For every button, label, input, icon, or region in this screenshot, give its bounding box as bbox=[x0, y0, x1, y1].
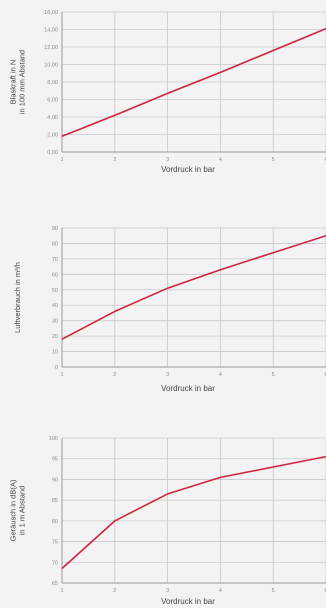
x-tick-label: 4 bbox=[219, 372, 222, 378]
y-tick-label: 8,00 bbox=[47, 80, 58, 86]
y-tick-label: 20 bbox=[52, 334, 58, 340]
y-tick-label: 2,00 bbox=[47, 133, 58, 139]
y-axis-label: Blaskraft in N bbox=[9, 60, 18, 105]
y-tick-label: 10 bbox=[52, 350, 58, 356]
y-tick-label: 65 bbox=[52, 581, 58, 587]
x-tick-label: 4 bbox=[219, 588, 222, 594]
x-axis-label: Vordruck in bar bbox=[161, 165, 215, 174]
x-tick-label: 3 bbox=[166, 157, 169, 163]
x-tick-label: 5 bbox=[272, 372, 275, 378]
y-tick-label: 80 bbox=[52, 519, 58, 525]
y-tick-label: 0 bbox=[55, 365, 58, 371]
y-axis-label: Geräusch in dB(A) bbox=[9, 479, 18, 541]
y-tick-label: 90 bbox=[52, 226, 58, 232]
x-tick-label: 2 bbox=[113, 372, 116, 378]
x-tick-label: 6 bbox=[324, 372, 326, 378]
x-tick-label: 3 bbox=[166, 588, 169, 594]
y-tick-label: 6,00 bbox=[47, 98, 58, 104]
y-tick-label: 40 bbox=[52, 303, 58, 309]
y-tick-label: 100 bbox=[49, 436, 58, 442]
y-tick-label: 60 bbox=[52, 272, 58, 278]
series-line bbox=[61, 455, 326, 570]
x-tick-label: 1 bbox=[60, 157, 63, 163]
chart-geraeusch: 65 70 75 80 85 90 95 100 1 2 3 4 5 6 Vordruck in bar Ge… bbox=[9, 436, 326, 606]
x-tick-label: 1 bbox=[60, 588, 63, 594]
y-tick-label: 80 bbox=[52, 241, 58, 247]
y-tick-label: 95 bbox=[52, 457, 58, 463]
y-tick-label: 70 bbox=[52, 560, 58, 566]
y-tick-label: 16,00 bbox=[44, 10, 58, 16]
y-tick-label: 12,00 bbox=[44, 45, 58, 51]
x-tick-label: 6 bbox=[324, 588, 326, 594]
x-axis-label: Vordruck in bar bbox=[161, 384, 215, 393]
x-tick-label: 2 bbox=[113, 588, 116, 594]
y-tick-label: 4,00 bbox=[47, 115, 58, 121]
y-axis-label: in 1 m Abstand bbox=[18, 486, 27, 536]
x-tick-label: 4 bbox=[219, 157, 222, 163]
y-tick-label: 30 bbox=[52, 319, 58, 325]
y-tick-label: 14,00 bbox=[44, 28, 58, 34]
y-tick-label: 0,00 bbox=[47, 150, 58, 156]
x-tick-label: 6 bbox=[324, 157, 326, 163]
y-tick-label: 50 bbox=[52, 288, 58, 294]
x-tick-label: 5 bbox=[272, 588, 275, 594]
y-tick-label: 75 bbox=[52, 540, 58, 546]
y-tick-label: 85 bbox=[52, 498, 58, 504]
x-tick-label: 3 bbox=[166, 372, 169, 378]
y-tick-label: 10,00 bbox=[44, 63, 58, 69]
x-tick-label: 2 bbox=[113, 157, 116, 163]
y-axis-label: Luftverbrauch in m³/h bbox=[13, 262, 22, 333]
series-line bbox=[61, 234, 326, 340]
x-tick-label: 1 bbox=[60, 372, 63, 378]
chart-luftverbrauch: 0 10 20 30 40 50 60 70 80 90 1 2 3 4 5 6 Vordruck in bar… bbox=[13, 226, 326, 393]
x-axis-label: Vordruck in bar bbox=[161, 597, 215, 606]
series-line bbox=[61, 27, 326, 138]
y-axis-label: in 100 mm Abstand bbox=[18, 50, 27, 114]
y-tick-label: 90 bbox=[52, 477, 58, 483]
chart-blaskraft: 0,00 2,00 4,00 6,00 8,00 10,00 12,00 14,00 16,00… bbox=[9, 10, 326, 174]
y-tick-label: 70 bbox=[52, 257, 58, 263]
x-tick-label: 5 bbox=[272, 157, 275, 163]
